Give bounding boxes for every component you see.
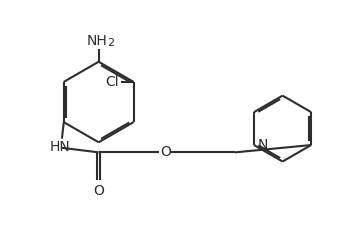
Text: O: O <box>160 145 171 159</box>
Text: HN: HN <box>50 140 70 154</box>
Text: N: N <box>257 138 268 152</box>
Text: NH: NH <box>87 34 108 48</box>
Text: 2: 2 <box>107 38 114 48</box>
Text: Cl: Cl <box>106 75 119 89</box>
Text: O: O <box>93 184 104 198</box>
